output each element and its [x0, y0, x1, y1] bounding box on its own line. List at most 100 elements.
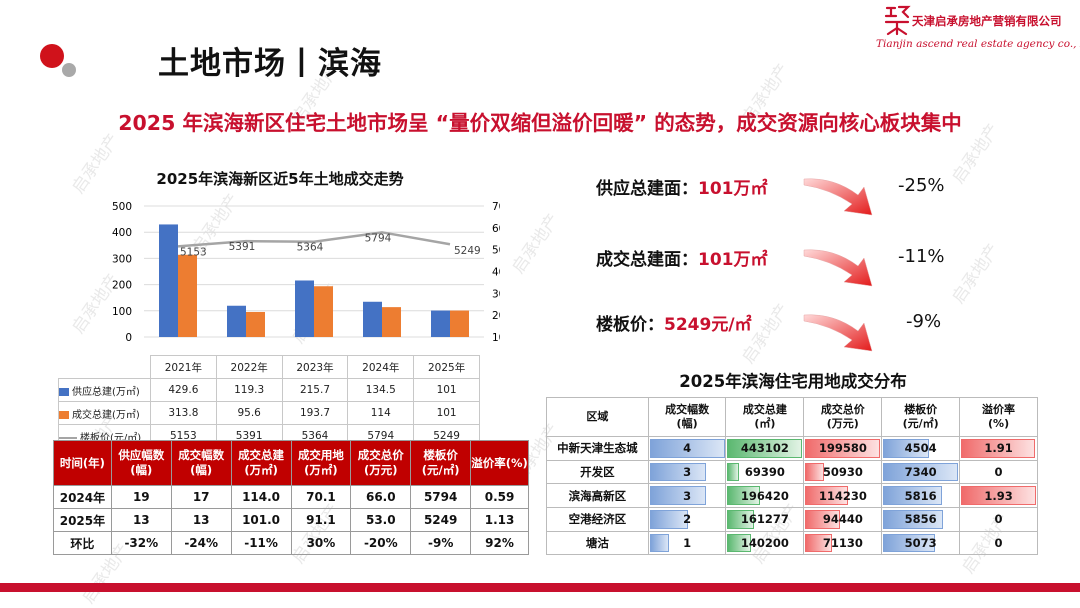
- bar-deal: [246, 311, 265, 337]
- data-bar-cell: 5816: [881, 483, 961, 509]
- table-cell: 19: [110, 485, 172, 509]
- cell-value: 5816: [904, 488, 937, 503]
- table-cell: 0.59: [470, 485, 529, 509]
- data-bar-cell: 443102: [725, 436, 805, 461]
- area-name: 中新天津生态城: [546, 436, 649, 461]
- table-cell: 92%: [470, 531, 529, 555]
- y-right-tick-label: 7000: [492, 201, 500, 213]
- cell-value: 1.93: [984, 488, 1013, 503]
- distribution-title: 2025年滨海住宅用地成交分布: [679, 372, 907, 391]
- cell-value: 0: [994, 512, 1003, 527]
- data-bar-cell: 114230: [803, 483, 883, 509]
- data-bar-cell: 199580: [803, 436, 883, 461]
- data-bar: [649, 439, 725, 458]
- data-bar-cell: 7340: [881, 459, 961, 485]
- data-bar-cell: 4: [647, 436, 727, 461]
- cell-value: 196420: [740, 488, 789, 503]
- table-cell: 2025年: [53, 508, 112, 532]
- yoy-table: 时间(年) 供应幅数 (幅) 成交幅数 (幅) 成交总建 (万㎡) 成交用地 (万㎡) 成交总价(…: [53, 440, 529, 555]
- table-cell: -24%: [170, 531, 232, 555]
- y-right-tick-label: 2000: [492, 310, 500, 322]
- cell-value: 140200: [740, 536, 789, 551]
- chart-data-table: 2021年 2022年 2023年 2024年 2025年 供应总建(万㎡) 429.6 11…: [58, 355, 480, 448]
- data-bar-cell: 69390: [725, 459, 805, 485]
- data-bar-cell: 5073: [881, 530, 961, 556]
- data-bar-cell: 3: [647, 459, 727, 485]
- column-header: 成交总价 (万元): [803, 397, 883, 437]
- column-header: 溢价率(%): [470, 440, 529, 486]
- data-cell: 101: [413, 378, 480, 402]
- yoy-header-row: 时间(年) 供应幅数 (幅) 成交幅数 (幅) 成交总建 (万㎡) 成交用地 (万㎡) 成交总价(…: [53, 440, 529, 486]
- y-left-tick-label: 400: [112, 227, 132, 239]
- data-bar: [805, 486, 849, 506]
- stat-change: -25%: [898, 175, 945, 196]
- y-right-tick-label: 3000: [492, 288, 500, 300]
- table-cell: 17: [170, 485, 232, 509]
- column-header: 成交用地 (万㎡): [290, 440, 352, 486]
- price-data-label: 5249: [454, 245, 481, 257]
- watermark-text: 启承地产: [508, 210, 564, 278]
- data-bar-cell: 71130: [803, 530, 883, 556]
- table-cell: 30%: [290, 531, 352, 555]
- data-bar: [961, 439, 1036, 458]
- cell-value: 5856: [904, 512, 937, 527]
- distribution-header-row: 区域 成交幅数 (幅) 成交总建 (㎡) 成交总价 (万元) 楼板价 (元/㎡) 溢价率 (%): [546, 397, 1038, 437]
- bottom-accent-bar: [0, 583, 1080, 592]
- area-name: 塘沽: [546, 530, 649, 556]
- data-cell: 114: [347, 401, 415, 425]
- data-bar-cell: 196420: [725, 483, 805, 509]
- trend-chart: 0 100 200 300 400 500 1000 2000 3000 4000 5000 6000…: [112, 201, 500, 344]
- table-row: 塘沽 1 140200 71130 5073 0: [546, 530, 1038, 556]
- cell-value: 71130: [822, 536, 863, 551]
- data-bar: [649, 510, 688, 529]
- price-data-label: 5391: [229, 241, 256, 253]
- y-right-tick-label: 4000: [492, 267, 500, 279]
- column-header: 供应幅数 (幅): [110, 440, 172, 486]
- table-row: 滨海高新区 3 196420 114230 5816 1.93: [546, 483, 1038, 509]
- data-bar-cell: 0: [959, 507, 1038, 532]
- cell-value: 94440: [822, 512, 863, 527]
- column-header: 成交总建 (㎡): [725, 397, 805, 437]
- data-bar: [727, 486, 761, 506]
- legend-swatch-deal-icon: [59, 410, 69, 419]
- data-bar: [883, 462, 959, 482]
- price-data-label: 5364: [297, 242, 324, 254]
- company-name-cn: 天津启承房地产营销有限公司: [912, 14, 1062, 28]
- table-row: 2024年 19 17 114.0 70.1 66.0 5794 0.59: [53, 485, 529, 509]
- cell-value: 3: [683, 488, 692, 503]
- stat-name: 楼板价：: [596, 315, 664, 335]
- cell-value: 3: [683, 465, 692, 480]
- legend-entry: 成交总建(万㎡): [58, 401, 151, 425]
- price-line: [177, 231, 451, 248]
- data-bar: [805, 533, 833, 553]
- table-cell: 环比: [53, 531, 112, 555]
- cell-value: 114230: [818, 488, 867, 503]
- table-cell: -20%: [350, 531, 412, 555]
- data-bar: [883, 533, 936, 553]
- data-bar-cell: 2: [647, 507, 727, 532]
- cell-value: 0: [994, 465, 1003, 480]
- area-name: 滨海高新区: [546, 483, 649, 509]
- x-category-label: 2021年: [149, 355, 217, 379]
- table-cell: 13: [170, 508, 232, 532]
- data-bar-cell: 161277: [725, 507, 805, 532]
- data-bar-cell: 5856: [881, 507, 961, 532]
- cell-value: 1: [683, 536, 692, 551]
- down-arrow-icon: [803, 178, 873, 216]
- column-header: 楼板价 (元/㎡): [881, 397, 961, 437]
- data-bar: [649, 462, 706, 482]
- table-cell: -32%: [110, 531, 172, 555]
- y-right-tick-label: 6000: [492, 223, 500, 235]
- column-header: 成交总建 (万㎡): [230, 440, 292, 486]
- column-header: 成交幅数 (幅): [647, 397, 727, 437]
- distribution-table: 区域 成交幅数 (幅) 成交总建 (㎡) 成交总价 (万元) 楼板价 (元/㎡) 溢价率 (%) 中…: [546, 397, 1038, 556]
- x-category-label: 2023年: [281, 355, 349, 379]
- area-name: 空港经济区: [546, 507, 649, 532]
- data-bar-cell: 94440: [803, 507, 883, 532]
- stat-label: 楼板价：5249元/㎡: [596, 310, 752, 335]
- data-bar: [649, 486, 706, 506]
- stat-value: 101万㎡: [698, 179, 768, 199]
- data-bar: [649, 533, 669, 553]
- legend-swatch-supply-icon: [59, 387, 69, 396]
- table-row: 中新天津生态城 4 443102 199580 4504 1.91: [546, 436, 1038, 461]
